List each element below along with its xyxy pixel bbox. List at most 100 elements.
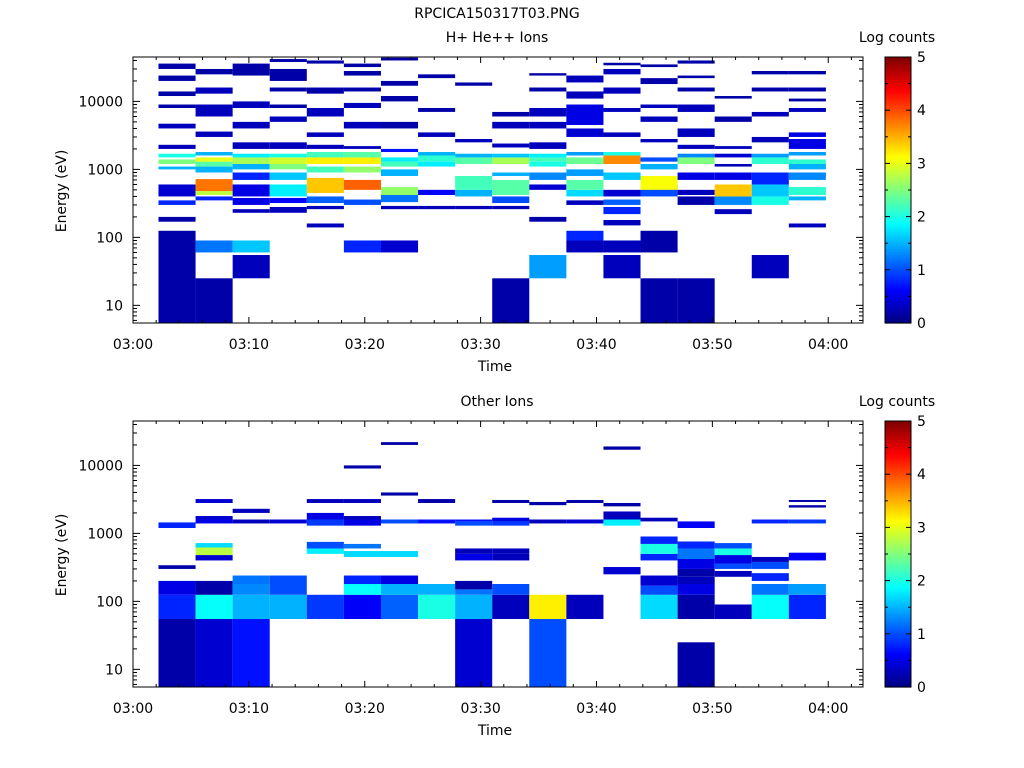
heatmap-cell	[269, 87, 307, 92]
y-tick-label: 1000	[87, 526, 123, 542]
y-tick-label: 1000	[87, 162, 123, 178]
heatmap-cell	[677, 75, 715, 79]
heatmap-cell	[380, 575, 419, 585]
colorbar-swatch	[885, 674, 911, 678]
colorbar-swatch	[885, 84, 911, 87]
heatmap-cell	[566, 104, 604, 117]
colorbar-swatch	[885, 108, 911, 112]
heatmap-cell	[380, 96, 419, 102]
colorbar-swatch	[885, 233, 911, 237]
colorbar-tick-label: 3	[917, 520, 926, 536]
colorbar-swatch	[885, 214, 911, 218]
heatmap-cell	[380, 161, 419, 167]
x-tick-label: 03:20	[345, 337, 385, 353]
heatmap-cell	[677, 278, 715, 323]
heatmap-cell	[418, 132, 456, 137]
heatmap-cell	[751, 573, 789, 581]
heatmap-cell	[158, 565, 196, 569]
heatmap-cell	[343, 594, 381, 620]
heatmap-cell	[306, 519, 344, 526]
colorbar-swatch	[885, 285, 911, 289]
figure-title: RPCICA150317T03.PNG	[414, 6, 579, 22]
heatmap-cell	[232, 255, 270, 279]
colorbar-swatch	[885, 477, 911, 480]
heatmap-cell	[603, 152, 641, 156]
heatmap-cell	[343, 575, 381, 585]
heatmap-cell	[158, 153, 196, 158]
heatmap-cell	[788, 584, 826, 595]
heatmap-cell	[677, 594, 715, 620]
colorbar-swatch	[885, 256, 911, 260]
colorbar-swatch	[885, 516, 911, 520]
colorbar-swatch	[885, 593, 911, 597]
colorbar-swatch	[885, 425, 911, 428]
heatmap-cell	[677, 548, 715, 559]
heatmap-cell	[158, 522, 196, 529]
heatmap-cell	[306, 157, 344, 165]
colorbar-swatch	[885, 618, 911, 622]
heatmap-cell	[603, 206, 641, 215]
heatmap-cell	[306, 205, 344, 210]
colorbar-swatch	[885, 599, 911, 603]
colorbar-swatch	[885, 643, 911, 647]
heatmap-cell	[788, 71, 826, 75]
colorbar-tick-label: 2	[917, 210, 926, 226]
colorbar-swatch	[885, 531, 911, 534]
colorbar-swatch	[885, 227, 911, 231]
colorbar-swatch	[885, 268, 911, 272]
heatmap-cell	[714, 543, 752, 549]
heatmap-cell	[306, 166, 344, 173]
heatmap-cell	[529, 216, 567, 222]
colorbar-tick-label: 3	[917, 156, 926, 172]
colorbar-swatch	[885, 616, 911, 620]
heatmap-cell	[677, 60, 715, 64]
colorbar-swatch	[885, 200, 911, 204]
colorbar-swatch	[885, 204, 911, 208]
heatmap-cell	[788, 132, 826, 137]
x-tick-label: 04:00	[808, 337, 848, 353]
heatmap-cell	[677, 541, 715, 549]
colorbar-swatch	[885, 662, 911, 665]
x-tick-label: 03:30	[460, 337, 500, 353]
heatmap-cell	[343, 121, 381, 129]
heatmap-cell	[158, 91, 196, 97]
colorbar-swatch	[885, 485, 911, 489]
heatmap-cell	[640, 175, 678, 190]
heatmap-cell	[232, 121, 270, 129]
colorbar-swatch	[885, 250, 911, 253]
colorbar-swatch	[885, 628, 911, 632]
colorbar-swatch	[885, 308, 911, 312]
heatmap-cell	[788, 187, 826, 195]
colorbar-swatch	[885, 171, 911, 174]
heatmap-cell	[492, 499, 530, 503]
colorbar-swatch	[885, 293, 911, 297]
colorbar-swatch	[885, 487, 911, 491]
heatmap-cell	[566, 128, 604, 137]
colorbar-swatch	[885, 578, 911, 582]
heatmap-cell	[269, 197, 307, 204]
heatmap-cell	[306, 144, 344, 149]
heatmap-cell	[603, 132, 641, 137]
heatmap-cell	[232, 619, 270, 687]
heatmap-cell	[380, 169, 419, 176]
heatmap-cell	[306, 594, 344, 620]
colorbar-swatch	[885, 65, 911, 68]
heatmap-cell	[195, 240, 233, 253]
heatmap-cell	[232, 594, 270, 620]
colorbar-swatch	[885, 279, 911, 283]
heatmap-cell	[492, 179, 530, 195]
colorbar-swatch	[885, 612, 911, 615]
heatmap-cell	[714, 146, 752, 149]
heatmap-cell	[677, 153, 715, 158]
colorbar-swatch	[885, 314, 911, 318]
heatmap-cell	[788, 87, 826, 92]
x-tick-label: 03:40	[576, 701, 616, 717]
heatmap-cell	[380, 157, 419, 162]
heatmap-cell	[418, 519, 456, 524]
heatmap-cell	[343, 166, 381, 173]
colorbar-swatch	[885, 138, 911, 141]
heatmap-cell	[714, 153, 752, 158]
colorbar-swatch	[885, 258, 911, 262]
heatmap-cell	[232, 575, 270, 585]
heatmap-cell	[529, 619, 567, 687]
